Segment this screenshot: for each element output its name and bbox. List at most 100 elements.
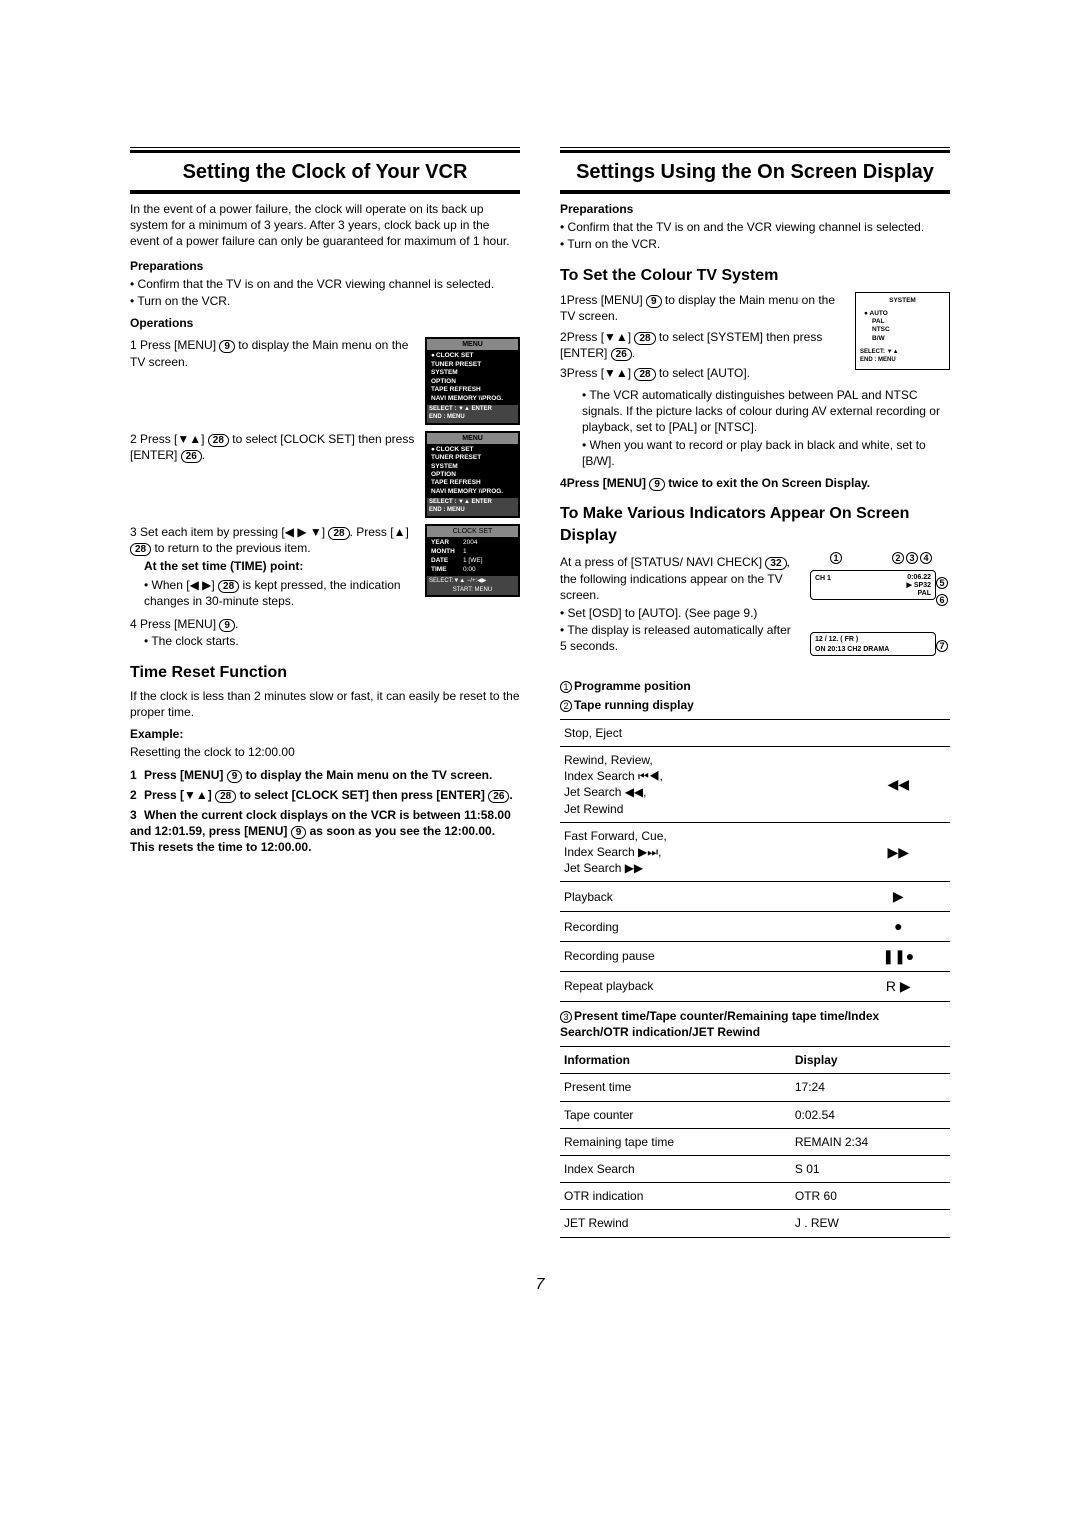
info-display: OTR 60 [791, 1183, 950, 1210]
osd-item: NTSC [860, 326, 945, 334]
tape-symbol: ● [847, 912, 950, 942]
tape-cell: Recording [560, 912, 847, 942]
right-heading: Settings Using the On Screen Display [560, 150, 950, 191]
info-cell: Tape counter [560, 1101, 791, 1128]
prep-item: Confirm that the TV is on and the VCR vi… [560, 219, 950, 235]
osd-item: OPTION [427, 471, 518, 479]
info-cell: JET Rewind [560, 1210, 791, 1237]
tv-pal: PAL [918, 590, 931, 597]
step-sub: The VCR automatically distinguishes betw… [582, 387, 950, 436]
osd-item: TUNER PRESET [427, 454, 518, 462]
tv-ch: CH 1 [815, 575, 831, 582]
osd-item: TUNER PRESET [427, 361, 518, 369]
reset-step: 3When the current clock displays on the … [130, 807, 520, 856]
prep-item: Confirm that the TV is on and the VCR vi… [130, 276, 520, 292]
step-label: Press [▼▲] 28 to select [SYSTEM] then pr… [560, 330, 822, 360]
step-num: 4 [560, 476, 567, 490]
osd-item: NAVI MEMORY \\PROG. [427, 395, 518, 403]
step-sub: When [◀ ▶] 28 is kept pressed, the indic… [144, 577, 415, 609]
prep-item: Turn on the VCR. [130, 293, 520, 309]
reset-step: 2Press [▼▲] 28 to select [CLOCK SET] the… [130, 787, 520, 803]
info-header: Display [791, 1047, 950, 1074]
step-num: 2 [130, 432, 137, 446]
colour-heading: To Set the Colour TV System [560, 265, 950, 287]
time-reset-text: If the clock is less than 2 minutes slow… [130, 688, 520, 720]
reset-step: 1Press [MENU] 9 to display the Main menu… [130, 767, 520, 783]
indicators-heading: To Make Various Indicators Appear On Scr… [560, 503, 950, 546]
label-2: 2Tape running display [560, 697, 950, 713]
step-sub: When you want to record or play back in … [582, 437, 950, 469]
osd-item: CLOCK SET [427, 446, 518, 454]
osd-item: B/W [860, 335, 945, 343]
osd-item: CLOCK SET [427, 352, 518, 360]
left-column: Setting the Clock of Your VCR In the eve… [130, 150, 520, 1244]
osd-item: OPTION [427, 378, 518, 386]
osd-footer: SELECT:▼▲ −/+:◀▶ START: MENU [427, 576, 518, 594]
info-header: Information [560, 1047, 791, 1074]
step-label: Press [▼▲] 28 to select [AUTO]. [567, 366, 750, 380]
osd-item: PAL [860, 318, 945, 326]
time-reset-heading: Time Reset Function [130, 662, 520, 684]
tape-cell: Stop, Eject [560, 719, 847, 746]
osd-footer: SELECT: ▼▲ END : MENU [860, 349, 945, 365]
prep-item: Turn on the VCR. [560, 236, 950, 252]
step-label: Press [▼▲] 28 to select [CLOCK SET] then… [130, 432, 414, 462]
osd-item: TAPE REFRESH [427, 479, 518, 487]
info-table: Information Display Present time17:24Tap… [560, 1046, 950, 1237]
tape-cell: Recording pause [560, 942, 847, 972]
info-display: 0:02.54 [791, 1101, 950, 1128]
tape-cell: Playback [560, 882, 847, 912]
info-cell: Remaining tape time [560, 1128, 791, 1155]
tape-symbol: ◀◀ [847, 746, 950, 822]
tv-sp: ▶ SP32 [907, 582, 931, 589]
osd-item: TAPE REFRESH [427, 386, 518, 394]
osd-title: SYSTEM [860, 297, 945, 305]
example-text: Resetting the clock to 12:00.00 [130, 744, 520, 760]
indicators-text: At a press of [STATUS/ NAVI CHECK] 32, t… [560, 554, 800, 603]
tape-running-table: Stop, EjectRewind, Review, Index Search … [560, 719, 950, 1002]
prep-list: Confirm that the TV is on and the VCR vi… [130, 276, 520, 309]
osd-menu-box: MENU CLOCK SET TUNER PRESET SYSTEM OPTIO… [425, 431, 520, 518]
info-display: REMAIN 2:34 [791, 1128, 950, 1155]
osd-footer: SELECT : ▼▲ ENTER END : MENU [427, 498, 518, 516]
osd-title: MENU [427, 433, 518, 444]
tv-time: 0:06.22 [907, 574, 931, 581]
info-cell: OTR indication [560, 1183, 791, 1210]
step-label: Press [MENU] 9 to display the Main menu … [130, 338, 408, 368]
osd-item: SYSTEM [427, 369, 518, 377]
tape-symbol [847, 719, 950, 746]
info-display: J . REW [791, 1210, 950, 1237]
tape-symbol: R ▶ [847, 971, 950, 1001]
ops-heading: Operations [130, 315, 520, 331]
osd-item: SYSTEM [427, 463, 518, 471]
step-num: 2 [560, 330, 567, 344]
tape-symbol: ▶ [847, 882, 950, 912]
tv-diagram: 1 234 CH 1 0:06.22 ▶ SP32 PAL 5 6 12 / 1… [810, 552, 950, 672]
osd-item: ● AUTO [860, 310, 945, 318]
step-num: 3 [560, 366, 567, 380]
step-sub-heading: At the set time (TIME) point: [144, 558, 415, 574]
osd-clock-box: CLOCK SET YEAR2004 MONTH1 DATE1 [WE] TIM… [425, 524, 520, 597]
step-num: 1 [130, 338, 137, 352]
tv-bottom: 12 / 12. ( FR ) ON 20:13 CH2 DRAMA [810, 632, 936, 656]
step-label: Press [MENU] 9 to display the Main menu … [560, 293, 835, 323]
prep-list: Confirm that the TV is on and the VCR vi… [560, 219, 950, 252]
step-num: 1 [560, 293, 567, 307]
prep-heading: Preparations [130, 258, 520, 274]
info-display: 17:24 [791, 1074, 950, 1101]
osd-title: MENU [427, 339, 518, 350]
tape-cell: Fast Forward, Cue, Index Search ▶⏭, Jet … [560, 822, 847, 882]
example-heading: Example: [130, 726, 520, 742]
tape-symbol: ❚❚● [847, 942, 950, 972]
page-number: 7 [130, 1274, 950, 1296]
tape-cell: Repeat playback [560, 971, 847, 1001]
label-3: 3Present time/Tape counter/Remaining tap… [560, 1008, 950, 1040]
info-cell: Index Search [560, 1155, 791, 1182]
info-display: S 01 [791, 1155, 950, 1182]
left-heading: Setting the Clock of Your VCR [130, 150, 520, 191]
tape-symbol: ▶▶ [847, 822, 950, 882]
step-label: Press [MENU] 9 twice to exit the On Scre… [567, 476, 870, 490]
info-cell: Present time [560, 1074, 791, 1101]
tape-cell: Rewind, Review, Index Search ⏮◀, Jet Sea… [560, 746, 847, 822]
system-osd-box: SYSTEM ● AUTO PAL NTSC B/W SELECT: ▼▲ EN… [855, 292, 950, 370]
